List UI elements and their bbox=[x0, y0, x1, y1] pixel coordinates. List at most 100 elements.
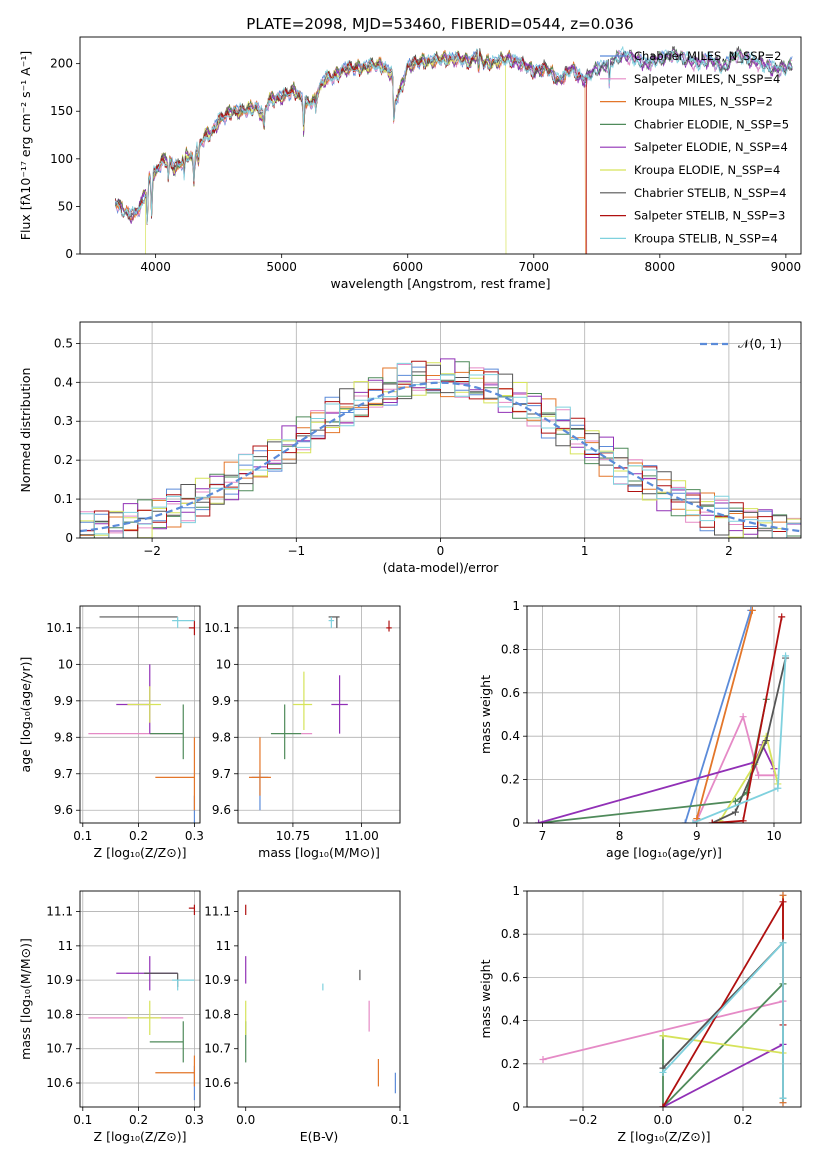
plot-area bbox=[238, 891, 400, 1107]
legend: 𝒩(0, 1) bbox=[700, 337, 782, 351]
y-tick-label: 1 bbox=[512, 884, 520, 898]
legend-entry: 𝒩(0, 1) bbox=[738, 337, 782, 351]
errorbars bbox=[88, 904, 196, 1101]
y-tick-label: 9.6 bbox=[212, 803, 231, 817]
axes-frame bbox=[79, 36, 802, 255]
x-tick-label: 0 bbox=[437, 544, 445, 558]
y-tick-label: 10 bbox=[58, 657, 73, 671]
weight-marker-salpeter-miles bbox=[739, 713, 747, 721]
spectrum-line-kroupa-elodie bbox=[145, 49, 507, 254]
weight-line-chabrier-elodie bbox=[662, 983, 784, 1107]
figure-title: PLATE=2098, MJD=53460, FIBERID=0544, z=0… bbox=[246, 15, 633, 33]
y-tick-label: 0.8 bbox=[501, 642, 520, 656]
legend-entry: Chabrier MILES, N_SSP=2 bbox=[634, 49, 781, 63]
weight-line-kroupa-elodie bbox=[719, 733, 779, 822]
y-axis-label: Normed distribution bbox=[18, 368, 33, 493]
x-axis-label: Z [log₁₀(Z/Z⊙)] bbox=[94, 1129, 187, 1144]
weight-line-salpeter-miles bbox=[695, 713, 774, 822]
y-tick-label: 0.2 bbox=[501, 773, 520, 787]
x-tick-label: 0.2 bbox=[733, 1113, 752, 1127]
y-tick-label: 11.1 bbox=[204, 905, 231, 919]
errorbars bbox=[248, 616, 392, 811]
y-tick-label: 11 bbox=[58, 939, 73, 953]
y-axis-label: mass [log₁₀(M/M⊙)] bbox=[18, 938, 33, 1060]
x-axis-label: mass [log₁₀(M/M⊙)] bbox=[258, 845, 380, 860]
y-tick-label: 9.6 bbox=[54, 803, 73, 817]
axes-frame bbox=[526, 890, 802, 1108]
weight-marker-kroupa-stelib bbox=[779, 1094, 787, 1102]
y-tick-label: 0 bbox=[65, 531, 73, 545]
y-tick-label: 0.1 bbox=[54, 492, 73, 506]
histograms bbox=[80, 358, 801, 538]
x-tick-label: −2 bbox=[143, 544, 161, 558]
age-vs-mass-panel: 10.75 11.00 9.6 9.7 9.8 9.9 10 10.1 mass [log₁₀(… bbox=[204, 605, 401, 860]
weight-marker-kroupa-stelib bbox=[782, 652, 790, 660]
legend-entry: Chabrier STELIB, N_SSP=4 bbox=[634, 186, 786, 200]
grid bbox=[238, 606, 400, 823]
mass-vs-ebv-panel: 0.0 0.1 10.6 10.7 10.8 10.9 11 11.1 E(B-V) bbox=[204, 890, 410, 1144]
x-tick-label: 0.1 bbox=[73, 829, 92, 843]
y-tick-label: 0.3 bbox=[54, 414, 73, 428]
weight-marker-salpeter-stelib bbox=[778, 613, 786, 621]
plot-area bbox=[80, 606, 200, 823]
y-tick-label: 10.6 bbox=[46, 1076, 73, 1090]
legend-entry: Salpeter ELODIE, N_SSP=4 bbox=[634, 140, 788, 154]
y-tick-label: 0.4 bbox=[54, 375, 73, 389]
y-tick-label: 0 bbox=[512, 1100, 520, 1114]
x-axis-label: Z [log₁₀(Z/Z⊙)] bbox=[94, 845, 187, 860]
weight-marker-chabrier-stelib bbox=[731, 808, 739, 816]
y-axis-label: mass weight bbox=[478, 675, 493, 754]
y-tick-label: 0.6 bbox=[501, 686, 520, 700]
axes-frame bbox=[237, 890, 401, 1108]
axes-frame bbox=[79, 605, 201, 824]
y-tick-label: 9.9 bbox=[212, 694, 231, 708]
axes-frame bbox=[79, 321, 802, 539]
weight-vs-metallicity-panel: −0.2 0.0 0.2 0 0.2 0.4 0.6 0.8 1 Z [log₁₀(Z/Z⊙)] m… bbox=[478, 884, 802, 1144]
y-tick-label: 10.6 bbox=[204, 1076, 231, 1090]
y-tick-label: 10.1 bbox=[204, 621, 231, 635]
y-axis-label: Flux [fλ10⁻¹⁷ erg cm⁻² s⁻¹ A⁻¹] bbox=[18, 51, 33, 240]
legend-entry: Chabrier ELODIE, N_SSP=5 bbox=[634, 117, 789, 131]
x-tick-label: −0.2 bbox=[568, 1113, 597, 1127]
x-tick-label: −1 bbox=[287, 544, 305, 558]
y-tick-label: 10.7 bbox=[204, 1042, 231, 1056]
x-axis-label: (data-model)/error bbox=[383, 560, 500, 575]
legend-entry: Salpeter STELIB, N_SSP=3 bbox=[634, 209, 785, 223]
y-tick-label: 10.7 bbox=[46, 1042, 73, 1056]
errorbars bbox=[245, 904, 396, 1094]
y-tick-label: 10.8 bbox=[46, 1007, 73, 1021]
y-axis-label: mass weight bbox=[478, 959, 493, 1038]
y-tick-label: 10 bbox=[216, 657, 231, 671]
x-tick-label: 7000 bbox=[519, 260, 550, 274]
weight-marker-chabrier-stelib bbox=[762, 737, 770, 745]
plot-area bbox=[80, 891, 200, 1107]
y-tick-label: 10.1 bbox=[46, 621, 73, 635]
x-tick-label: 1 bbox=[581, 544, 589, 558]
weight-line-chabrier-miles bbox=[684, 610, 752, 823]
weight-marker-chabrier-miles bbox=[681, 819, 689, 823]
weight-marker-kroupa-stelib bbox=[659, 1068, 667, 1076]
weight-line-salpeter-elodie bbox=[662, 1043, 784, 1107]
x-tick-label: 8000 bbox=[645, 260, 676, 274]
x-tick-label: 0.0 bbox=[653, 1113, 672, 1127]
y-tick-label: 10.9 bbox=[46, 973, 73, 987]
x-tick-label: 0.2 bbox=[129, 829, 148, 843]
y-axis-label: age [log₁₀(age/yr)] bbox=[18, 657, 33, 773]
x-tick-label: 7 bbox=[539, 829, 547, 843]
x-tick-label: 10.75 bbox=[276, 829, 310, 843]
age-vs-metallicity-panel: 0.1 0.2 0.3 9.6 9.7 9.8 9.9 10 10.1 Z [log₁₀(Z/Z⊙… bbox=[18, 605, 204, 860]
y-tick-label: 50 bbox=[58, 199, 73, 213]
axes-frame bbox=[237, 605, 401, 824]
y-tick-label: 150 bbox=[50, 104, 73, 118]
legend: Chabrier MILES, N_SSP=2 Salpeter MILES, N… bbox=[600, 49, 789, 245]
y-tick-label: 0.4 bbox=[501, 729, 520, 743]
weight-marker-kroupa-stelib bbox=[779, 939, 787, 947]
axes-frame bbox=[526, 605, 802, 824]
legend-entry: Kroupa MILES, N_SSP=2 bbox=[634, 95, 773, 109]
weight-marker-salpeter-elodie bbox=[535, 819, 543, 823]
y-tick-label: 1 bbox=[512, 599, 520, 613]
x-tick-label: 0.1 bbox=[73, 1113, 92, 1127]
y-tick-label: 100 bbox=[50, 152, 73, 166]
x-axis-label: age [log₁₀(age/yr)] bbox=[606, 845, 722, 860]
weight-lines bbox=[539, 891, 787, 1107]
